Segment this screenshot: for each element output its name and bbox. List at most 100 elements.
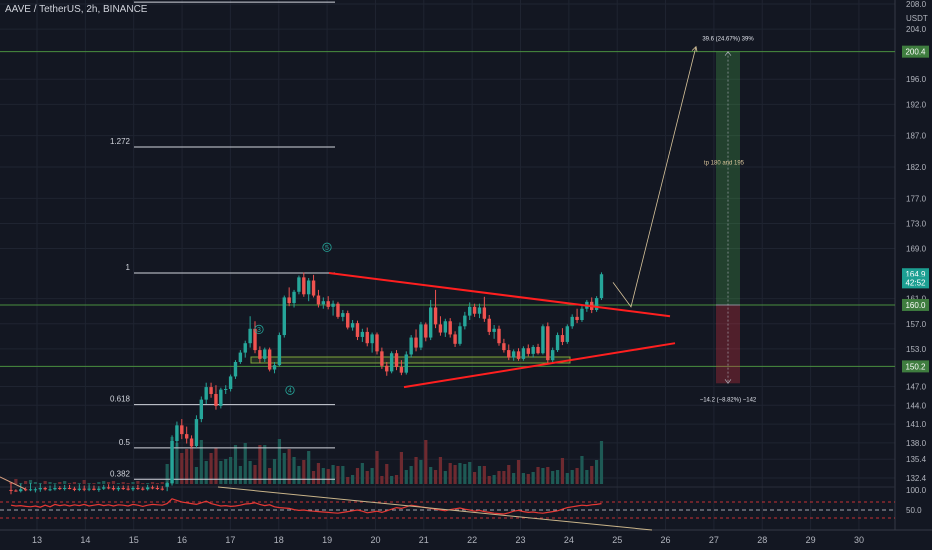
volume-bar: [141, 483, 145, 484]
volume-bar: [43, 481, 47, 484]
divergence-line: [217, 486, 653, 531]
volume-bar: [282, 453, 286, 484]
candle-body: [28, 489, 33, 491]
time-axis[interactable]: 13 14 15 16 17 18 19 20 21 22 23 24 25 26 27 28 29 30: [32, 535, 864, 545]
candle-body: [62, 488, 67, 490]
stop-annotation: −14.2 (−8.82%) −142: [700, 397, 757, 403]
volume-bar: [82, 480, 86, 484]
wave-labels: 3 4 5: [254, 242, 332, 395]
arrow-down-icon: [724, 379, 732, 384]
candle-body: [194, 419, 199, 447]
candle-body: [502, 343, 506, 351]
fib-label: 1: [126, 263, 131, 272]
candle-body: [136, 488, 140, 490]
candle-body: [521, 348, 526, 359]
volume-bar: [316, 463, 321, 484]
price-axis[interactable]: 208.0 204.0 196.0 192.0 187.0 182.0 177.0 173.0…: [906, 0, 927, 515]
price-tick: 153.0: [906, 345, 927, 354]
volume-bar: [219, 461, 223, 484]
volume-bar: [116, 483, 120, 484]
candle-body: [267, 349, 272, 370]
volume-bar: [102, 481, 106, 484]
candle-body: [458, 326, 462, 344]
volume-bar: [292, 457, 296, 484]
volume-bars: [9, 437, 604, 484]
candle-body: [19, 489, 23, 492]
volume-bar: [521, 473, 525, 484]
date-tick: 17: [225, 535, 235, 545]
price-tag: [902, 298, 929, 311]
volume-bar: [58, 482, 62, 484]
date-tick: 21: [419, 535, 429, 545]
volume-bar: [48, 482, 52, 484]
price-tag-label: 150.2: [905, 362, 926, 371]
volume-bar: [268, 468, 272, 484]
candle-body: [424, 324, 428, 338]
price-tick: 192.0: [906, 100, 927, 109]
candle-body: [526, 348, 530, 354]
volume-bar: [516, 460, 521, 484]
volume-bar: [595, 460, 599, 484]
candle-body: [414, 337, 418, 348]
candle-body: [375, 334, 379, 352]
volume-bar: [19, 483, 23, 484]
volume-bar: [155, 483, 159, 484]
volume-bar: [175, 443, 179, 484]
date-tick: 30: [854, 535, 864, 545]
volume-bar: [146, 483, 150, 484]
triangle-lines: [328, 45, 698, 389]
candle-body: [67, 488, 72, 490]
target-annotation: 39.6 (24.67%) 39%: [702, 37, 754, 43]
candle-body: [580, 308, 584, 320]
volume-bar: [331, 465, 335, 484]
candle-body: [472, 306, 477, 314]
volume-bar: [463, 464, 467, 484]
volume-bar: [136, 481, 140, 484]
lower-trendline: [403, 342, 676, 389]
volume-bar: [399, 452, 403, 484]
chart-title: AAVE / TetherUS, 2h, BINANCE: [5, 4, 148, 15]
volume-bar: [555, 470, 560, 484]
volume-bar: [502, 471, 506, 484]
candle-body: [507, 350, 511, 358]
volume-bar: [390, 476, 394, 484]
candle-body: [258, 350, 262, 359]
wave-label: 5: [325, 245, 329, 252]
volume-bar: [375, 451, 379, 484]
volume-bar: [551, 471, 555, 484]
fib-label: 0.618: [110, 395, 131, 404]
price-tags: 200.4 164.942:52 160.0 150.2: [902, 45, 929, 373]
volume-bar: [28, 480, 33, 484]
candle-body: [150, 487, 155, 489]
price-tick: 141.0: [906, 420, 927, 429]
candle-body: [9, 489, 13, 491]
candle-body: [428, 307, 433, 338]
upper-trendline: [328, 271, 671, 318]
candle-body: [184, 434, 189, 439]
volume-bar: [473, 472, 477, 484]
candle-body: [111, 488, 116, 490]
volume-bar: [599, 441, 604, 484]
volume-bar: [63, 481, 67, 484]
candle-body: [228, 376, 233, 389]
volume-bar: [302, 460, 306, 484]
position-box: [716, 51, 740, 384]
volume-bar: [590, 466, 594, 484]
date-tick: 16: [177, 535, 187, 545]
date-tick: 19: [322, 535, 332, 545]
candle-body: [160, 488, 164, 490]
candle-body: [511, 351, 516, 358]
volume-bar: [380, 476, 384, 484]
profit-zone: [716, 51, 740, 305]
date-tick: 26: [661, 535, 671, 545]
date-tick: 29: [806, 535, 816, 545]
candle-body: [253, 328, 257, 351]
volume-bar: [536, 467, 540, 484]
volume-bar: [150, 482, 155, 484]
candle-body: [97, 488, 101, 490]
price-tick: 196.0: [906, 75, 927, 84]
candle-body: [82, 488, 86, 490]
wave-circle: [285, 385, 295, 395]
candle-body: [546, 326, 550, 361]
